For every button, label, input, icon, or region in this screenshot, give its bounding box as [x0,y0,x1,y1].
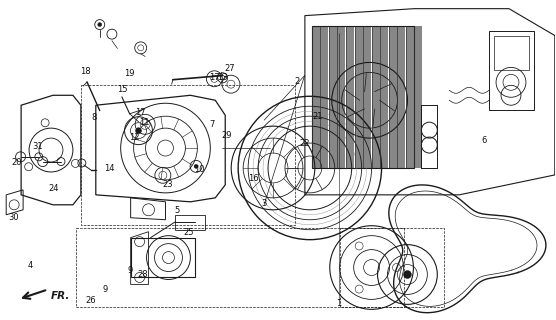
Text: 3: 3 [261,199,267,208]
Text: 17: 17 [136,108,146,117]
Text: 7: 7 [209,120,214,129]
Text: 23: 23 [162,180,172,189]
Text: 14: 14 [105,164,115,173]
Text: 17: 17 [209,73,220,82]
Circle shape [98,23,102,27]
Circle shape [194,164,198,168]
Text: 9: 9 [127,266,132,276]
Text: 9: 9 [103,285,108,294]
Text: 13: 13 [217,73,228,82]
Text: 19: 19 [125,69,135,78]
Text: 20: 20 [12,158,22,167]
Text: 31: 31 [32,142,42,151]
Text: 10: 10 [194,165,205,174]
Text: 15: 15 [117,85,127,94]
Text: 1: 1 [336,299,341,308]
Text: 30: 30 [8,213,19,222]
Text: 4: 4 [27,261,33,270]
Text: 24: 24 [48,184,59,193]
Circle shape [404,270,411,278]
Text: 8: 8 [92,114,97,123]
Text: 29: 29 [222,131,232,140]
Text: 2: 2 [295,77,300,86]
Text: FR.: FR. [51,292,71,301]
Text: 26: 26 [86,296,96,305]
Text: 28: 28 [137,269,148,279]
Text: 12: 12 [129,132,140,141]
Text: 18: 18 [80,67,91,76]
Text: 27: 27 [224,64,235,73]
Text: 21: 21 [312,112,323,121]
Text: 16: 16 [249,174,259,183]
Circle shape [136,128,141,134]
Text: 6: 6 [481,136,486,145]
Text: 11: 11 [139,118,149,127]
Text: 5: 5 [175,206,180,215]
Text: 25: 25 [183,228,193,237]
Text: 22: 22 [299,139,310,148]
